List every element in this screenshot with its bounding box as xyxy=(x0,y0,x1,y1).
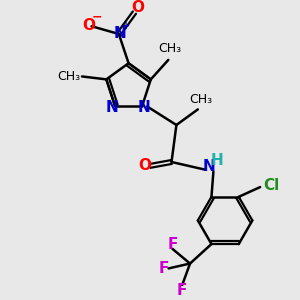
Text: N: N xyxy=(138,100,151,115)
Text: N: N xyxy=(113,26,126,40)
Text: −: − xyxy=(92,11,103,24)
Text: CH₃: CH₃ xyxy=(57,70,80,83)
Text: O: O xyxy=(131,0,144,15)
Text: CH₃: CH₃ xyxy=(159,42,182,55)
Text: +: + xyxy=(122,21,130,31)
Text: N: N xyxy=(106,100,118,115)
Text: CH₃: CH₃ xyxy=(189,92,212,106)
Text: Cl: Cl xyxy=(263,178,279,193)
Text: F: F xyxy=(177,283,188,298)
Text: F: F xyxy=(167,236,178,251)
Text: H: H xyxy=(211,152,224,167)
Text: O: O xyxy=(138,158,151,173)
Text: N: N xyxy=(202,159,215,174)
Text: F: F xyxy=(159,261,169,276)
Text: O: O xyxy=(82,18,95,33)
